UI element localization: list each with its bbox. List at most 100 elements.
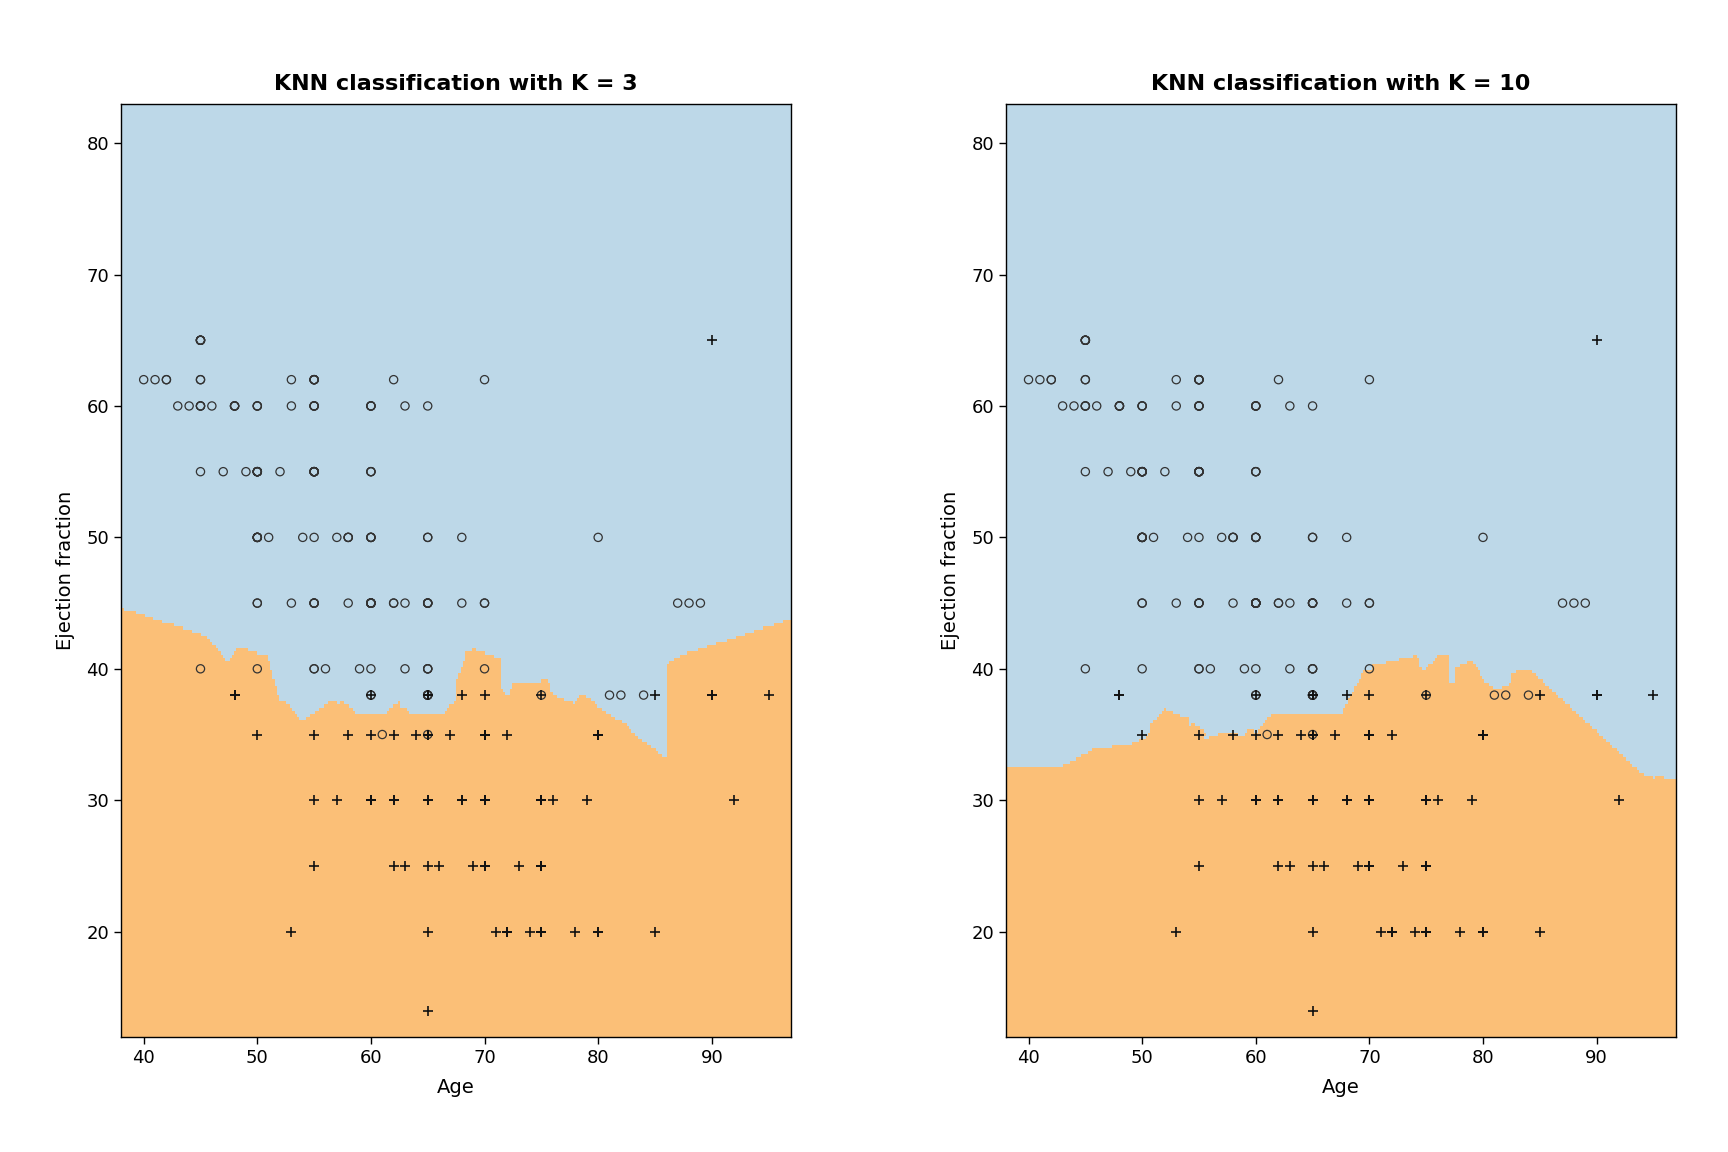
Point <box>1242 594 1270 613</box>
Point <box>130 371 157 389</box>
Point <box>1469 726 1496 744</box>
Point <box>1242 528 1270 546</box>
Point <box>470 791 498 810</box>
Point <box>1469 528 1496 546</box>
Point <box>358 594 385 613</box>
Point <box>1185 396 1213 415</box>
Point <box>1242 528 1270 546</box>
Point <box>335 528 363 546</box>
Point <box>1389 857 1417 876</box>
Point <box>301 594 328 613</box>
Point <box>1491 685 1519 704</box>
Point <box>244 528 271 546</box>
Point <box>1106 396 1134 415</box>
Point <box>1185 371 1213 389</box>
Point <box>311 660 339 679</box>
Point <box>470 791 498 810</box>
Point <box>1332 685 1360 704</box>
Point <box>1299 726 1327 744</box>
Point <box>1061 396 1089 415</box>
Point <box>1299 685 1327 704</box>
Point <box>527 857 555 876</box>
Point <box>301 594 328 613</box>
Point <box>721 791 748 810</box>
Point <box>1242 685 1270 704</box>
Point <box>1299 528 1327 546</box>
Point <box>301 726 328 744</box>
Point <box>415 726 442 744</box>
Point <box>187 331 214 349</box>
Point <box>1355 791 1382 810</box>
Point <box>358 462 385 480</box>
Point <box>221 685 249 704</box>
Point <box>470 857 498 876</box>
Point <box>1128 528 1156 546</box>
Point <box>1583 685 1610 704</box>
Point <box>1116 462 1144 480</box>
Point <box>323 528 351 546</box>
Point <box>1185 462 1213 480</box>
Point <box>358 528 385 546</box>
Point <box>494 923 522 941</box>
Point <box>244 462 271 480</box>
Point <box>1230 660 1258 679</box>
Point <box>470 791 498 810</box>
Point <box>1526 685 1553 704</box>
Point <box>1071 331 1099 349</box>
Point <box>527 857 555 876</box>
Point <box>482 923 510 941</box>
Point <box>1355 726 1382 744</box>
Point <box>187 371 214 389</box>
Point <box>187 331 214 349</box>
Point <box>1299 726 1327 744</box>
Point <box>244 726 271 744</box>
Point <box>1208 791 1236 810</box>
Point <box>562 923 589 941</box>
Point <box>676 594 703 613</box>
Point <box>1299 396 1327 415</box>
Point <box>244 462 271 480</box>
Point <box>1355 726 1382 744</box>
Point <box>1128 528 1156 546</box>
Point <box>1026 371 1054 389</box>
Point <box>584 726 612 744</box>
Point <box>358 396 385 415</box>
Point <box>1242 462 1270 480</box>
Point <box>244 396 271 415</box>
Point <box>358 791 385 810</box>
Point <box>415 660 442 679</box>
Point <box>470 594 498 613</box>
Point <box>358 685 385 704</box>
Point <box>470 726 498 744</box>
Point <box>415 594 442 613</box>
Point <box>494 726 522 744</box>
Point <box>358 396 385 415</box>
Point <box>391 396 418 415</box>
Point <box>1128 594 1156 613</box>
Point <box>1299 791 1327 810</box>
Point <box>1355 594 1382 613</box>
Point <box>1071 331 1099 349</box>
Point <box>698 331 726 349</box>
Point <box>1355 791 1382 810</box>
Point <box>1242 594 1270 613</box>
Point <box>1185 660 1213 679</box>
Point <box>1185 528 1213 546</box>
Point <box>1208 528 1236 546</box>
Point <box>1379 923 1407 941</box>
Point <box>1071 660 1099 679</box>
Point <box>470 685 498 704</box>
Point <box>1355 791 1382 810</box>
Point <box>1412 857 1439 876</box>
Point <box>187 331 214 349</box>
Point <box>1424 791 1452 810</box>
Point <box>641 685 669 704</box>
Point <box>584 528 612 546</box>
Point <box>686 594 714 613</box>
X-axis label: Age: Age <box>1322 1078 1360 1097</box>
Point <box>1220 528 1248 546</box>
Point <box>358 528 385 546</box>
Point <box>301 528 328 546</box>
Point <box>199 396 226 415</box>
Point <box>1196 660 1223 679</box>
